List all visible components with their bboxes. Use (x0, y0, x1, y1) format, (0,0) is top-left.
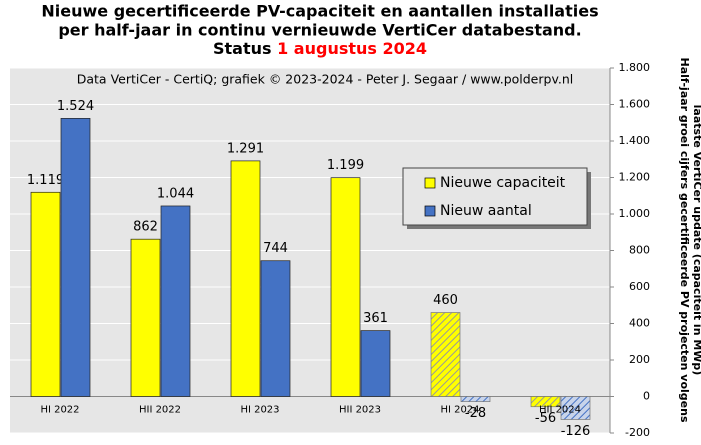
bar (560, 396, 591, 420)
y-axis-label: Half-jaar groei cijfers gecertificeerde … (678, 57, 691, 422)
value-label: -126 (561, 424, 591, 439)
bar (460, 396, 491, 402)
value-label: -28 (465, 406, 486, 421)
y-tick-label: 800 (629, 244, 650, 257)
x-tick-label: HI 2023 (240, 405, 279, 416)
legend-swatch (424, 177, 436, 189)
bar (30, 191, 61, 397)
chart-title: per half-jaar in continu vernieuwde Vert… (58, 21, 581, 40)
legend-swatch (424, 205, 436, 217)
y-tick-label: 600 (629, 280, 650, 293)
x-tick-label: HI 2022 (40, 405, 79, 416)
legend-label: Nieuwe capaciteit (440, 175, 566, 191)
y-tick-label: 1.000 (619, 207, 651, 220)
status-date: 1 augustus 2024 (277, 39, 427, 58)
x-tick-label: HII 2023 (339, 405, 381, 416)
value-label: 1.524 (57, 99, 94, 114)
bar (330, 177, 361, 397)
annotation: Data VertiCer - CertiQ; grafiek © 2023-2… (77, 72, 574, 87)
bar (260, 260, 291, 397)
y-tick-label: 400 (629, 317, 650, 330)
value-label: 1.119 (27, 173, 64, 188)
value-label: 744 (263, 241, 288, 256)
bar (230, 160, 261, 397)
value-label: 1.199 (327, 158, 364, 173)
chart-title: Nieuwe gecertificeerde PV-capaciteit en … (41, 2, 598, 21)
y-tick-label: 1.600 (619, 98, 651, 111)
y-tick-label: -200 (625, 426, 650, 439)
x-tick-label: HI 2024 (440, 405, 479, 416)
bar (360, 330, 391, 397)
status-label: Status (213, 39, 272, 58)
chart-title: Status 1 augustus 2024 (213, 39, 427, 58)
y-tick-label: 1.800 (619, 61, 651, 74)
bar (530, 396, 561, 408)
y-tick-label: 1.200 (619, 171, 651, 184)
value-label: 460 (433, 293, 458, 308)
bar (160, 205, 191, 397)
x-tick-label: HII 2022 (139, 405, 181, 416)
bar (430, 312, 461, 397)
value-label: 361 (363, 311, 388, 326)
value-label: 862 (133, 220, 158, 235)
bar (60, 118, 91, 397)
value-label: -56 (535, 411, 556, 426)
value-label: 1.291 (227, 141, 264, 156)
y-tick-label: 1.400 (619, 134, 651, 147)
x-tick-label: HII 2024 (539, 405, 581, 416)
y-tick-label: 0 (643, 390, 650, 403)
legend-label: Nieuw aantal (440, 203, 532, 219)
y-axis-label: laatste VertiCer update (capaciteit in M… (691, 105, 701, 376)
value-label: 1.044 (157, 186, 194, 201)
bar (130, 238, 161, 397)
y-tick-label: 200 (629, 353, 650, 366)
